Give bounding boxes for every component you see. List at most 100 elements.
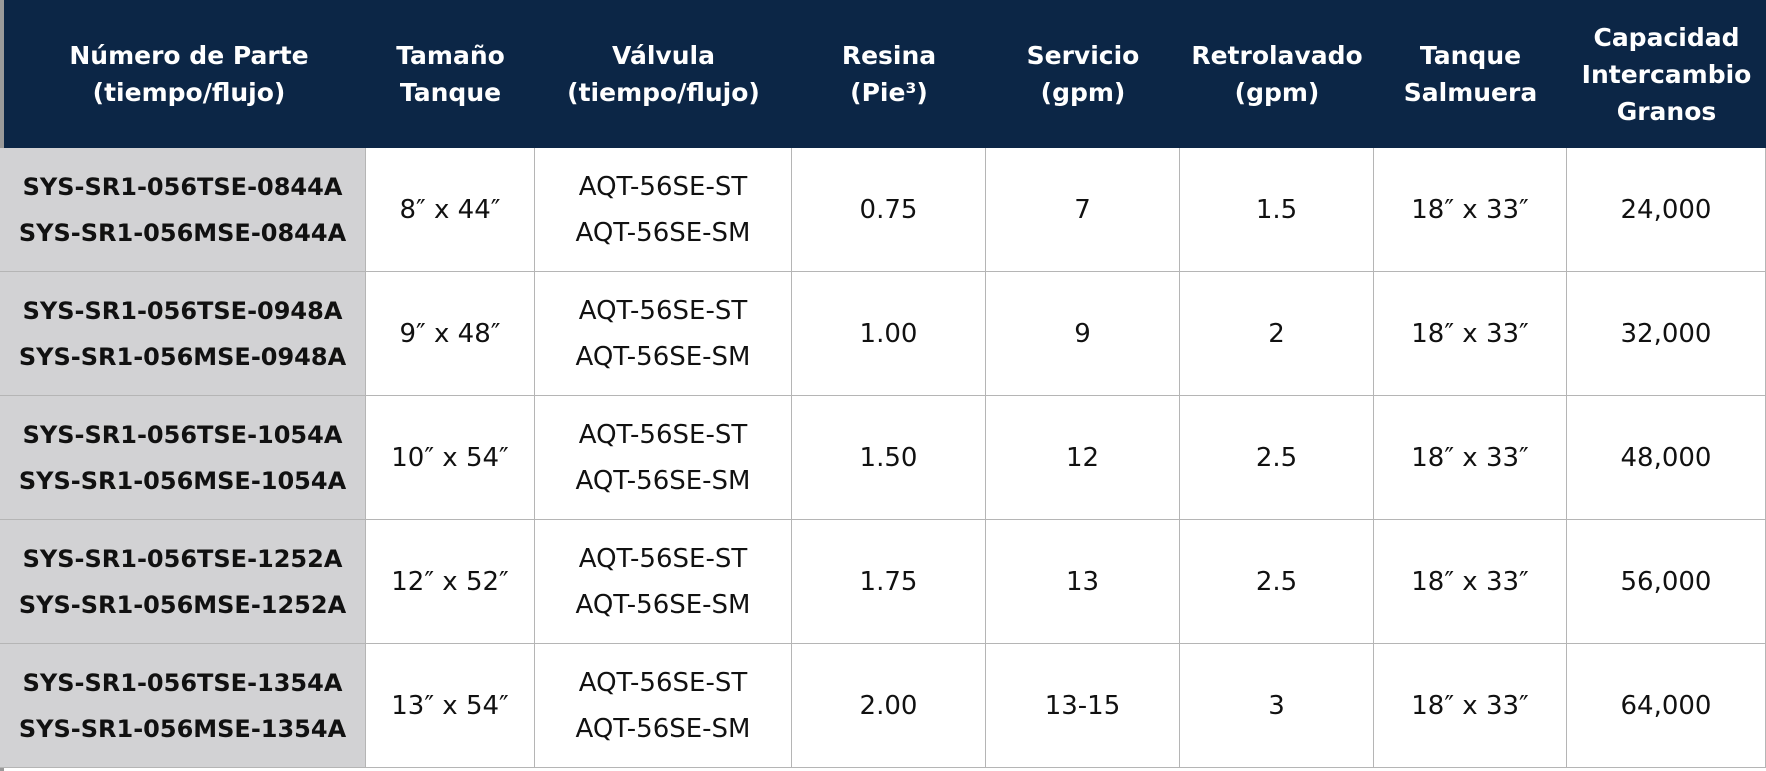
data-cell: 18″ x 33″ xyxy=(1374,520,1567,644)
cell-text: 18″ x 33″ xyxy=(1411,318,1529,349)
header-text: (tiempo/flujo) xyxy=(92,78,286,107)
data-cell: 12″ x 52″ xyxy=(366,520,535,644)
header-cell: Resina (Pie³) xyxy=(792,0,986,148)
cell-text: SYS-SR1-056TSE-1252A xyxy=(22,544,343,573)
header-text: (tiempo/flujo) xyxy=(567,78,760,107)
header-text: Tanque xyxy=(1419,41,1522,70)
data-cell: 7 xyxy=(986,148,1180,272)
cell-text: 2.5 xyxy=(1255,566,1298,597)
header-cell: Número de Parte (tiempo/flujo) xyxy=(4,0,374,148)
cell-text: 12″ x 52″ xyxy=(391,566,509,597)
cell-text: 1.5 xyxy=(1255,194,1298,225)
cell-text: 2 xyxy=(1268,318,1285,349)
cell-text: 64,000 xyxy=(1620,690,1712,721)
part-number-cell: SYS-SR1-056TSE-0948A SYS-SR1-056MSE-0948A xyxy=(0,272,366,396)
header-text: (gpm) xyxy=(1040,78,1126,107)
header-text: Válvula xyxy=(612,41,715,70)
data-cell: 13-15 xyxy=(986,644,1180,768)
header-cell: Retrolavado (gpm) xyxy=(1180,0,1374,148)
cell-text: SYS-SR1-056MSE-1054A xyxy=(18,466,347,495)
data-cell: 9″ x 48″ xyxy=(366,272,535,396)
cell-text: 18″ x 33″ xyxy=(1411,690,1529,721)
cell-text: 18″ x 33″ xyxy=(1411,194,1529,225)
cell-text: 12 xyxy=(1065,442,1100,473)
cell-text: SYS-SR1-056MSE-1354A xyxy=(18,714,347,743)
data-cell: 1.5 xyxy=(1180,148,1374,272)
header-text: Salmuera xyxy=(1403,78,1538,107)
part-number-cell: SYS-SR1-056TSE-1354A SYS-SR1-056MSE-1354A xyxy=(0,644,366,768)
header-text: Granos xyxy=(1616,96,1717,126)
data-cell: 2.5 xyxy=(1180,396,1374,520)
cell-text: 3 xyxy=(1268,690,1285,721)
cell-text: SYS-SR1-056TSE-0844A xyxy=(22,172,343,201)
cell-text: SYS-SR1-056TSE-1354A xyxy=(22,668,343,697)
header-text: Tamaño xyxy=(396,41,505,70)
data-cell: 1.50 xyxy=(792,396,986,520)
cell-text: 0.75 xyxy=(859,194,918,225)
cell-text: 1.75 xyxy=(859,566,918,597)
data-cell: 18″ x 33″ xyxy=(1374,396,1567,520)
cell-text: 13″ x 54″ xyxy=(391,690,509,721)
header-cell: Capacidad Intercambio Granos xyxy=(1567,0,1766,148)
data-cell: 2.00 xyxy=(792,644,986,768)
cell-text: 9″ x 48″ xyxy=(399,318,501,349)
data-cell: 13 xyxy=(986,520,1180,644)
cell-text: 10″ x 54″ xyxy=(391,442,509,473)
header-cell: Tamaño Tanque xyxy=(366,0,535,148)
cell-text: AQT-56SE-ST xyxy=(578,667,748,698)
data-cell: 32,000 xyxy=(1567,272,1766,396)
header-text: Resina xyxy=(841,41,937,70)
data-cell: AQT-56SE-ST AQT-56SE-SM xyxy=(535,148,792,272)
cell-text: AQT-56SE-SM xyxy=(575,713,751,744)
cell-text: 18″ x 33″ xyxy=(1411,566,1529,597)
cell-text: AQT-56SE-SM xyxy=(575,465,751,496)
cell-text: SYS-SR1-056MSE-0844A xyxy=(18,218,347,247)
header-text: Capacidad xyxy=(1593,22,1740,52)
data-cell: 18″ x 33″ xyxy=(1374,644,1567,768)
data-cell: 64,000 xyxy=(1567,644,1766,768)
data-cell: 48,000 xyxy=(1567,396,1766,520)
data-cell: 2.5 xyxy=(1180,520,1374,644)
data-cell: 24,000 xyxy=(1567,148,1766,272)
cell-text: 8″ x 44″ xyxy=(399,194,501,225)
data-cell: 56,000 xyxy=(1567,520,1766,644)
cell-text: 18″ x 33″ xyxy=(1411,442,1529,473)
data-cell: 1.75 xyxy=(792,520,986,644)
data-cell: 10″ x 54″ xyxy=(366,396,535,520)
cell-text: 13-15 xyxy=(1044,690,1121,721)
part-number-cell: SYS-SR1-056TSE-0844A SYS-SR1-056MSE-0844A xyxy=(0,148,366,272)
header-cell: Válvula (tiempo/flujo) xyxy=(535,0,792,148)
cell-text: AQT-56SE-ST xyxy=(578,419,748,450)
data-cell: 0.75 xyxy=(792,148,986,272)
data-cell: 18″ x 33″ xyxy=(1374,272,1567,396)
header-cell: Servicio (gpm) xyxy=(986,0,1180,148)
cell-text: AQT-56SE-SM xyxy=(575,589,751,620)
part-number-cell: SYS-SR1-056TSE-1252A SYS-SR1-056MSE-1252A xyxy=(0,520,366,644)
data-cell: 2 xyxy=(1180,272,1374,396)
data-cell: AQT-56SE-ST AQT-56SE-SM xyxy=(535,272,792,396)
cell-text: AQT-56SE-ST xyxy=(578,543,748,574)
header-text: (Pie³) xyxy=(850,78,928,107)
header-cell: Tanque Salmuera xyxy=(1374,0,1567,148)
header-text: Intercambio xyxy=(1581,59,1752,89)
cell-text: 56,000 xyxy=(1620,566,1712,597)
cell-text: SYS-SR1-056MSE-1252A xyxy=(18,590,347,619)
cell-text: 1.00 xyxy=(859,318,918,349)
data-cell: 1.00 xyxy=(792,272,986,396)
data-cell: 9 xyxy=(986,272,1180,396)
header-text: (gpm) xyxy=(1234,78,1320,107)
data-cell: 3 xyxy=(1180,644,1374,768)
cell-text: 32,000 xyxy=(1620,318,1712,349)
cell-text: AQT-56SE-ST xyxy=(578,295,748,326)
data-cell: AQT-56SE-ST AQT-56SE-SM xyxy=(535,644,792,768)
cell-text: 2.5 xyxy=(1255,442,1298,473)
header-text: Retrolavado xyxy=(1191,41,1363,70)
cell-text: SYS-SR1-056TSE-1054A xyxy=(22,420,343,449)
header-text: Servicio xyxy=(1026,41,1140,70)
cell-text: 1.50 xyxy=(859,442,918,473)
cell-text: 24,000 xyxy=(1620,194,1712,225)
cell-text: AQT-56SE-ST xyxy=(578,171,748,202)
header-text: Número de Parte xyxy=(69,41,309,70)
cell-text: 48,000 xyxy=(1620,442,1712,473)
